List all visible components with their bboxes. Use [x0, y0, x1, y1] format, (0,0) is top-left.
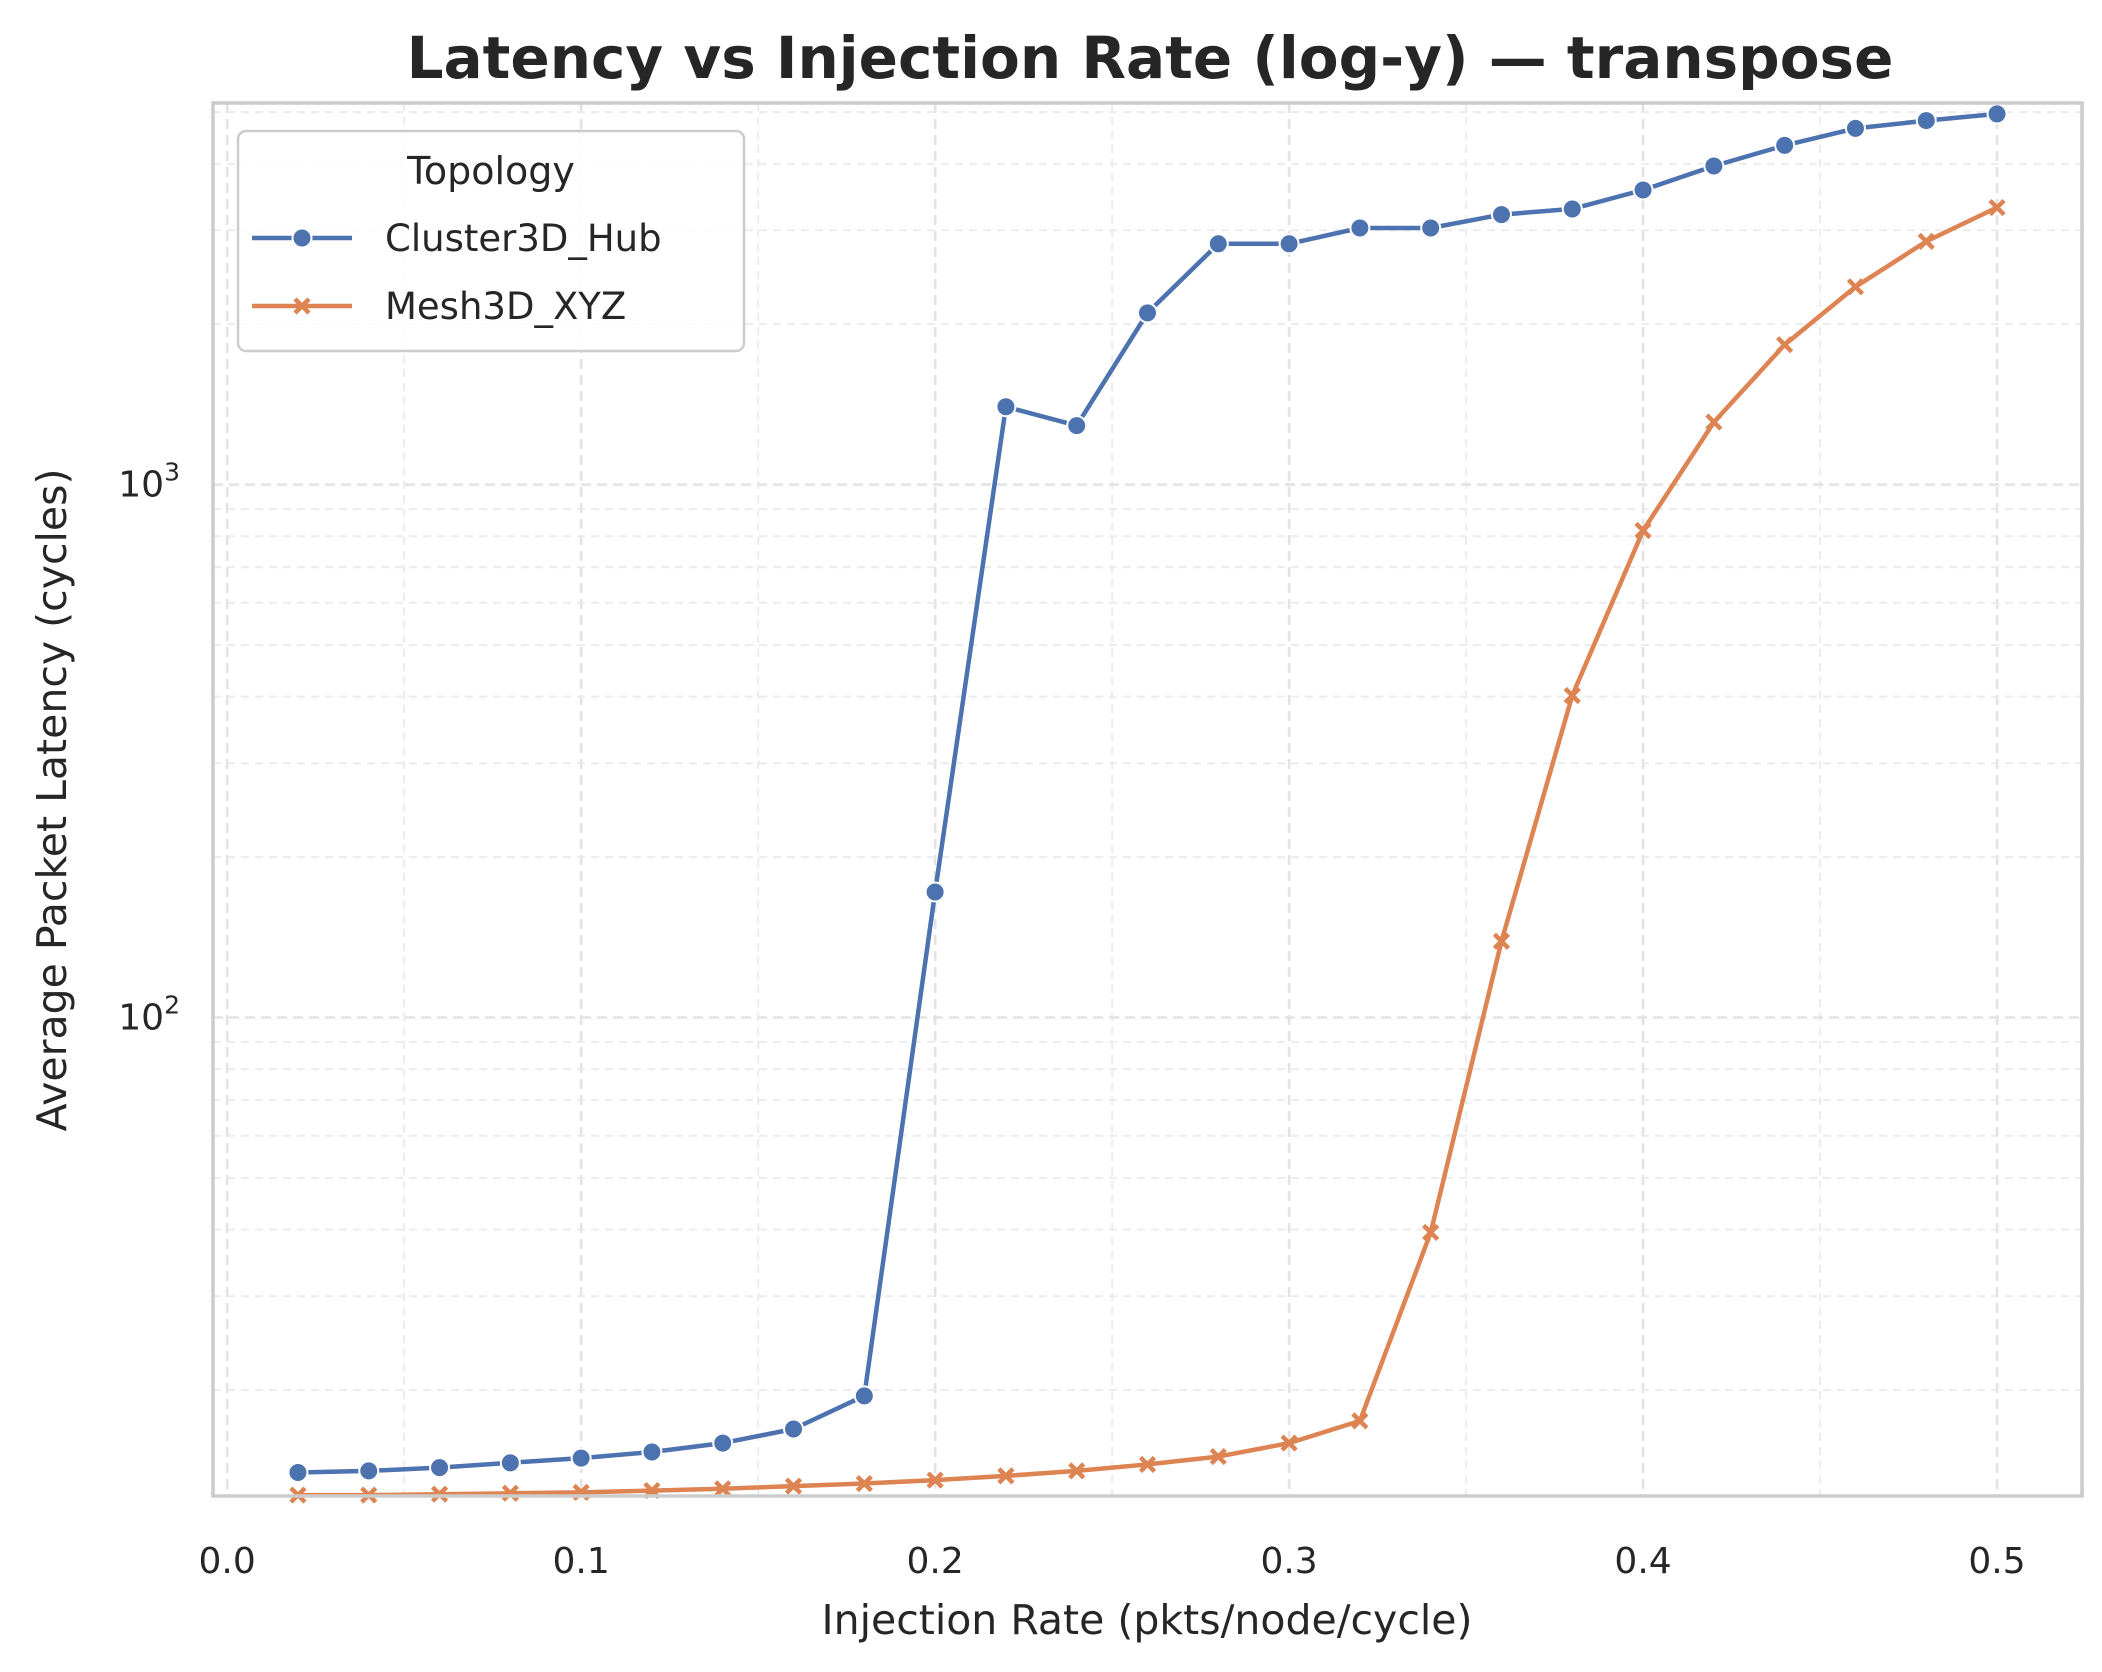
data-point-mesh3d-xyz [1209, 1447, 1227, 1466]
data-point-cluster3d-hub [641, 1441, 663, 1463]
data-point-cluster3d-hub [1703, 155, 1725, 177]
legend: Topology Cluster3D_Hub Mesh3D_XYZ [236, 129, 746, 353]
x-tick-labels: 0.0 0.1 0.2 0.3 0.4 0.5 [199, 1541, 2026, 1582]
data-point-cluster3d-hub [1207, 233, 1229, 255]
data-point-mesh3d-xyz [926, 1471, 944, 1489]
data-point-cluster3d-hub [358, 1460, 380, 1482]
data-point-mesh3d-xyz [1705, 413, 1723, 431]
data-point-mesh3d-xyz [1492, 932, 1511, 950]
chart-title: Latency vs Injection Rate (log-y) — tran… [407, 24, 1894, 92]
data-point-cluster3d-hub [1844, 117, 1866, 139]
data-point-cluster3d-hub [1561, 198, 1583, 220]
x-tick-label: 0.5 [1968, 1541, 2025, 1582]
legend-label-cluster3d-hub: Cluster3D_Hub [385, 217, 662, 260]
data-point-cluster3d-hub [853, 1385, 875, 1407]
x-tick-label: 0.3 [1260, 1541, 1317, 1582]
y-axis-label: Average Packet Latency (cycles) [28, 469, 76, 1132]
data-point-mesh3d-xyz [1138, 1455, 1157, 1474]
data-point-cluster3d-hub [1349, 217, 1371, 239]
data-point-mesh3d-xyz [430, 1485, 449, 1503]
data-point-mesh3d-xyz [784, 1477, 803, 1495]
data-point-mesh3d-xyz [1068, 1462, 1086, 1480]
x-tick-label: 0.2 [906, 1541, 963, 1582]
data-point-cluster3d-hub [783, 1418, 805, 1440]
data-point-mesh3d-xyz [1422, 1223, 1440, 1242]
y-tick-label: 103 [118, 458, 180, 506]
data-point-cluster3d-hub [712, 1432, 734, 1454]
series-mesh3d-xyz [289, 198, 2006, 1504]
legend-item-mesh3d-xyz: Mesh3D_XYZ [252, 285, 626, 328]
data-point-mesh3d-xyz [1917, 232, 1935, 250]
legend-marker-mesh3d-xyz [293, 297, 311, 315]
data-point-mesh3d-xyz [1563, 686, 1581, 705]
data-point-mesh3d-xyz [1351, 1412, 1369, 1430]
data-point-mesh3d-xyz [501, 1484, 519, 1502]
data-point-cluster3d-hub [1774, 134, 1796, 156]
data-point-cluster3d-hub [924, 881, 946, 903]
y-tick-labels: 102 103 [118, 458, 180, 1039]
x-tick-label: 0.1 [553, 1541, 610, 1582]
data-point-cluster3d-hub [1278, 233, 1300, 255]
x-tick-label: 0.0 [199, 1541, 256, 1582]
legend-title: Topology [406, 149, 575, 193]
plot-frame [211, 101, 2084, 1498]
legend-item-cluster3d-hub: Cluster3D_Hub [252, 217, 662, 260]
series-cluster3d-hub [287, 103, 2008, 1484]
data-point-cluster3d-hub [429, 1457, 451, 1479]
data-point-cluster3d-hub [1420, 217, 1442, 239]
data-point-mesh3d-xyz [1776, 336, 1794, 354]
legend-label-mesh3d-xyz: Mesh3D_XYZ [385, 285, 626, 328]
data-point-cluster3d-hub [1915, 110, 1937, 132]
data-point-mesh3d-xyz [855, 1474, 873, 1493]
data-point-cluster3d-hub [995, 396, 1017, 418]
data-point-mesh3d-xyz [997, 1467, 1015, 1485]
data-point-cluster3d-hub [287, 1462, 309, 1484]
data-point-cluster3d-hub [1632, 179, 1654, 201]
data-point-cluster3d-hub [1137, 302, 1158, 324]
data-point-cluster3d-hub [1986, 103, 2008, 125]
x-tick-label: 0.4 [1614, 1541, 1671, 1582]
data-point-mesh3d-xyz [1988, 198, 2006, 217]
y-tick-label: 102 [118, 990, 180, 1038]
legend-box [236, 129, 746, 353]
data-point-mesh3d-xyz [1846, 278, 1865, 296]
series-layer [287, 103, 2008, 1504]
data-point-cluster3d-hub [570, 1447, 592, 1469]
data-point-mesh3d-xyz [1280, 1434, 1298, 1452]
data-point-mesh3d-xyz [1634, 521, 1652, 540]
data-point-mesh3d-xyz [714, 1480, 732, 1498]
data-point-cluster3d-hub [1066, 415, 1088, 437]
series-line-mesh3d-xyz [298, 205, 1998, 1498]
data-point-cluster3d-hub [1490, 204, 1512, 226]
data-point-cluster3d-hub [499, 1452, 521, 1474]
x-axis-label: Injection Rate (pkts/node/cycle) [822, 1596, 1473, 1644]
legend-marker-cluster3d-hub [291, 227, 313, 249]
grid [213, 103, 2082, 1496]
